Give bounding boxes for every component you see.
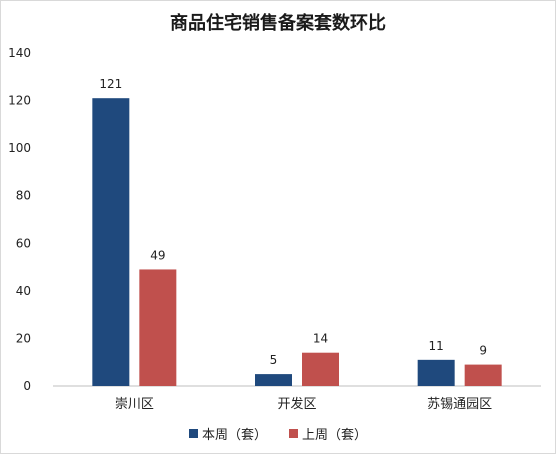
y-tick-label: 0 [23, 379, 31, 393]
bar-series0-2 [417, 359, 455, 386]
x-tick-label: 开发区 [277, 396, 316, 412]
y-tick-label: 20 [16, 331, 31, 345]
data-label: 14 [313, 332, 328, 346]
y-tick-label: 140 [8, 46, 31, 60]
legend-swatch-this-week [188, 429, 198, 438]
legend-label-this-week: 本周（套） [201, 428, 267, 443]
x-tick-label: 崇川区 [115, 397, 154, 412]
y-tick-label: 120 [8, 94, 31, 108]
data-label: 9 [479, 344, 487, 358]
legend-item-this-week: 本周（套） [188, 424, 267, 443]
data-label: 11 [429, 339, 444, 353]
x-tick-label: 苏锡通园区 [427, 396, 492, 412]
bar-series1-2 [464, 364, 502, 386]
y-tick-label: 100 [8, 141, 31, 155]
legend-swatch-last-week [289, 429, 298, 438]
bar-series0-0 [92, 98, 130, 386]
legend-label-last-week: 上周（套） [302, 428, 368, 443]
y-tick-label: 60 [16, 236, 31, 250]
y-tick-label: 80 [16, 189, 31, 203]
data-label: 49 [150, 248, 165, 262]
bar-series1-1 [302, 352, 339, 386]
chart-legend: 本周（套） 上周（套） [1, 424, 555, 443]
bar-series1-0 [139, 269, 177, 386]
data-label: 121 [99, 77, 122, 91]
bar-series0-1 [255, 374, 292, 386]
chart-title: 商品住宅销售备案套数环比 [170, 13, 386, 34]
y-tick-label: 40 [16, 284, 31, 298]
legend-item-last-week: 上周（套） [289, 424, 367, 443]
data-label: 5 [270, 353, 278, 367]
